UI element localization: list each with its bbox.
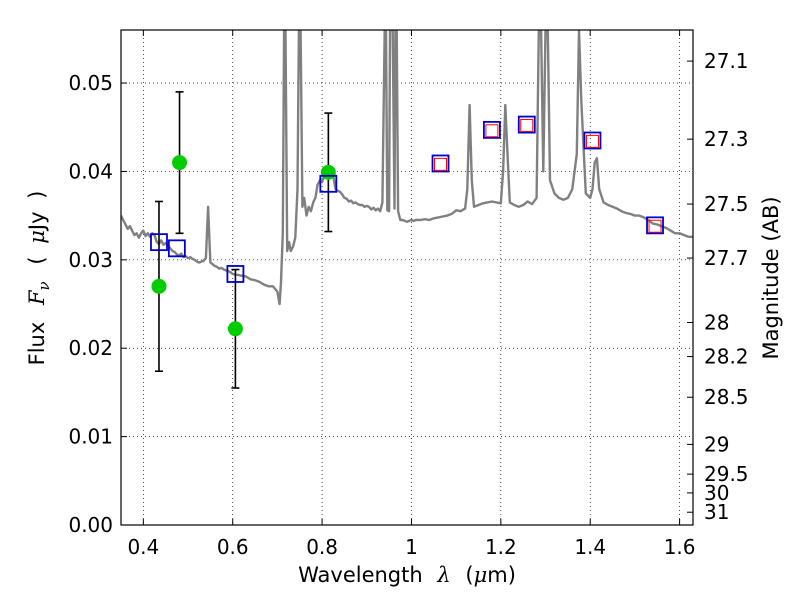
model-square xyxy=(583,131,602,150)
markers-layer xyxy=(150,91,664,389)
y-axis-label-jy: Jy xyxy=(25,211,49,232)
x-tick-label: 0.8 xyxy=(306,535,338,559)
y-tick-label: 0.05 xyxy=(68,71,113,95)
plot-frame xyxy=(120,29,694,526)
observed-square xyxy=(434,157,448,171)
observed-square xyxy=(520,118,534,132)
y-tick-label: 0.04 xyxy=(68,159,113,183)
model-square xyxy=(646,216,664,235)
observed-point xyxy=(151,278,167,294)
observed-square xyxy=(648,219,662,233)
x-tick-label: 1.2 xyxy=(485,535,517,559)
y-axis-right-label: Magnitude (AB) xyxy=(759,196,783,359)
spectrum-line xyxy=(121,30,693,306)
y-axis-label: Flux Fν ( μJy ) xyxy=(25,191,54,366)
model-square xyxy=(517,115,536,134)
x-axis: 0.4 0.6 0.8 1 1.2 1.4 1.6 xyxy=(127,30,696,559)
model-square xyxy=(167,239,186,258)
model-square xyxy=(226,265,245,283)
observed-square xyxy=(585,134,599,148)
model-square xyxy=(483,120,501,139)
x-tick-label: 1 xyxy=(405,535,418,559)
x-axis-label: Wavelength λ (μm) xyxy=(298,563,516,587)
y-axis-label-mu: μ xyxy=(25,230,49,244)
y-tick-label: 0.03 xyxy=(68,248,113,272)
mag-tick-label: 31 xyxy=(704,500,729,524)
model-square xyxy=(150,233,168,252)
observed-point xyxy=(320,164,336,180)
y-axis-label-close: ) xyxy=(25,191,49,199)
y-axis-label-f: F xyxy=(25,289,49,306)
mag-tick-label: 28.5 xyxy=(704,385,749,409)
y-axis-label-word: Flux xyxy=(25,322,49,366)
mag-tick-label: 29 xyxy=(704,432,729,456)
y-tick-label: 0.00 xyxy=(68,513,113,537)
x-tick-label: 1.4 xyxy=(574,535,606,559)
mag-tick-label: 27.3 xyxy=(704,127,749,151)
observed-point xyxy=(227,321,243,337)
y-tick-label: 0.01 xyxy=(68,425,113,449)
x-tick-label: 1.6 xyxy=(664,535,696,559)
y-tick-label: 0.02 xyxy=(68,336,113,360)
x-tick-label: 0.6 xyxy=(217,535,249,559)
mag-tick-label: 28 xyxy=(704,311,729,335)
y-axis-left: 0.00 0.01 0.02 0.03 0.04 0.05 xyxy=(68,71,127,537)
mag-tick-label: 27.1 xyxy=(704,49,749,73)
mag-tick-label: 27.7 xyxy=(704,246,749,270)
x-axis-label-word: Wavelength xyxy=(298,563,423,587)
observed-point xyxy=(172,155,188,171)
x-tick-label: 0.4 xyxy=(127,535,159,559)
x-axis-label-unit: m) xyxy=(487,563,516,587)
y-axis-label-open: ( xyxy=(25,256,49,264)
x-axis-label-mu: μ xyxy=(474,563,488,587)
spectrum-layer xyxy=(121,30,693,306)
model-square xyxy=(431,154,450,173)
y-axis-label-nu: ν xyxy=(35,281,53,290)
x-axis-label-open: ( xyxy=(465,563,473,587)
mag-tick-label: 30 xyxy=(704,481,729,505)
mag-tick-label: 27.5 xyxy=(704,192,749,216)
observed-square xyxy=(485,124,499,138)
mag-tick-label: 29.5 xyxy=(704,462,749,486)
mag-tick-label: 28.2 xyxy=(704,345,749,369)
model-square xyxy=(319,174,338,193)
x-axis-label-lambda: λ xyxy=(436,563,450,587)
